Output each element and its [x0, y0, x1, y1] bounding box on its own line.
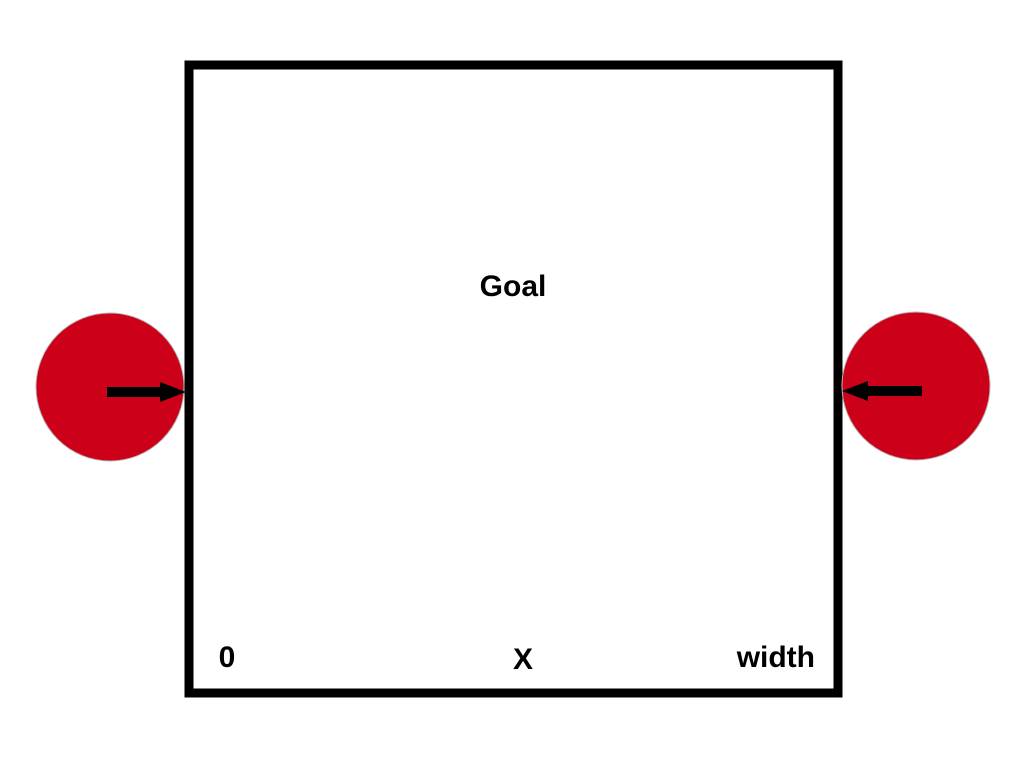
axis-start-label: 0 [219, 641, 236, 674]
goal-label: Goal [480, 270, 547, 303]
axis-variable-label: X [513, 643, 533, 676]
goal-box [184, 60, 843, 698]
right-ball-group [841, 311, 991, 461]
axis-end-label: width [736, 641, 815, 674]
right-arrow-icon [842, 381, 922, 401]
left-ball-group [35, 312, 186, 462]
left-arrow-icon [107, 382, 186, 402]
